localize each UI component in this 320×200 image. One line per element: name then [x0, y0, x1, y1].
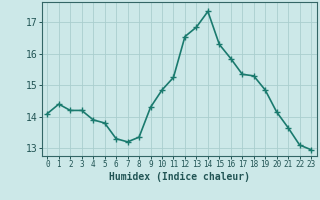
X-axis label: Humidex (Indice chaleur): Humidex (Indice chaleur)	[109, 172, 250, 182]
